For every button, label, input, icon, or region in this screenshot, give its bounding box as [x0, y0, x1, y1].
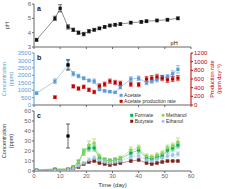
svg-text:Concentration(ppm): Concentration(ppm) — [8, 62, 14, 96]
svg-text:10: 10 — [57, 173, 64, 179]
svg-text:40: 40 — [24, 128, 31, 134]
svg-text:5: 5 — [28, 15, 32, 21]
svg-text:b: b — [37, 54, 41, 61]
svg-text:6: 6 — [28, 1, 32, 7]
svg-text:pH: pH — [8, 22, 10, 29]
svg-text:3500: 3500 — [18, 50, 32, 56]
svg-text:800: 800 — [194, 67, 205, 73]
svg-text:0: 0 — [28, 102, 32, 108]
svg-text:pH: pH — [171, 40, 178, 46]
svg-text:50: 50 — [24, 118, 31, 124]
svg-text:20: 20 — [83, 173, 90, 179]
svg-text:1000: 1000 — [194, 59, 208, 65]
svg-text:60: 60 — [24, 108, 31, 114]
svg-text:60: 60 — [188, 173, 195, 179]
svg-text:1000: 1000 — [18, 87, 32, 93]
svg-text:20: 20 — [24, 148, 31, 154]
svg-text:Ethanol: Ethanol — [166, 118, 183, 124]
svg-text:40: 40 — [135, 173, 142, 179]
svg-text:Acetate production rate: Acetate production rate — [124, 98, 176, 104]
svg-text:0: 0 — [32, 173, 36, 179]
svg-text:3000: 3000 — [18, 58, 32, 64]
svg-text:Butyrate: Butyrate — [135, 118, 154, 124]
svg-text:600: 600 — [194, 76, 205, 82]
svg-text:Concentration(ppm): Concentration(ppm) — [8, 124, 14, 158]
svg-text:Time (day): Time (day) — [98, 182, 126, 188]
svg-text:30: 30 — [109, 173, 116, 179]
svg-text:1200: 1200 — [194, 50, 208, 56]
svg-text:4: 4 — [28, 30, 32, 36]
svg-text:c: c — [37, 112, 41, 119]
svg-text:0: 0 — [28, 168, 32, 174]
svg-text:500: 500 — [21, 95, 32, 101]
svg-text:30: 30 — [24, 138, 31, 144]
svg-text:50: 50 — [161, 173, 168, 179]
svg-text:Acetate: Acetate — [124, 92, 141, 98]
svg-text:Methanol: Methanol — [166, 112, 187, 118]
svg-text:Formate: Formate — [135, 112, 154, 118]
svg-text:10: 10 — [24, 158, 31, 164]
svg-text:a: a — [37, 5, 41, 12]
svg-text:2000: 2000 — [18, 72, 32, 78]
svg-text:0: 0 — [194, 102, 198, 108]
svg-text:400: 400 — [194, 85, 205, 91]
svg-text:200: 200 — [194, 93, 205, 99]
svg-text:3: 3 — [28, 44, 32, 50]
svg-text:2500: 2500 — [18, 65, 32, 71]
svg-text:Production rate(ppm day⁻¹): Production rate(ppm day⁻¹) — [209, 60, 217, 97]
svg-text:1500: 1500 — [18, 80, 32, 86]
